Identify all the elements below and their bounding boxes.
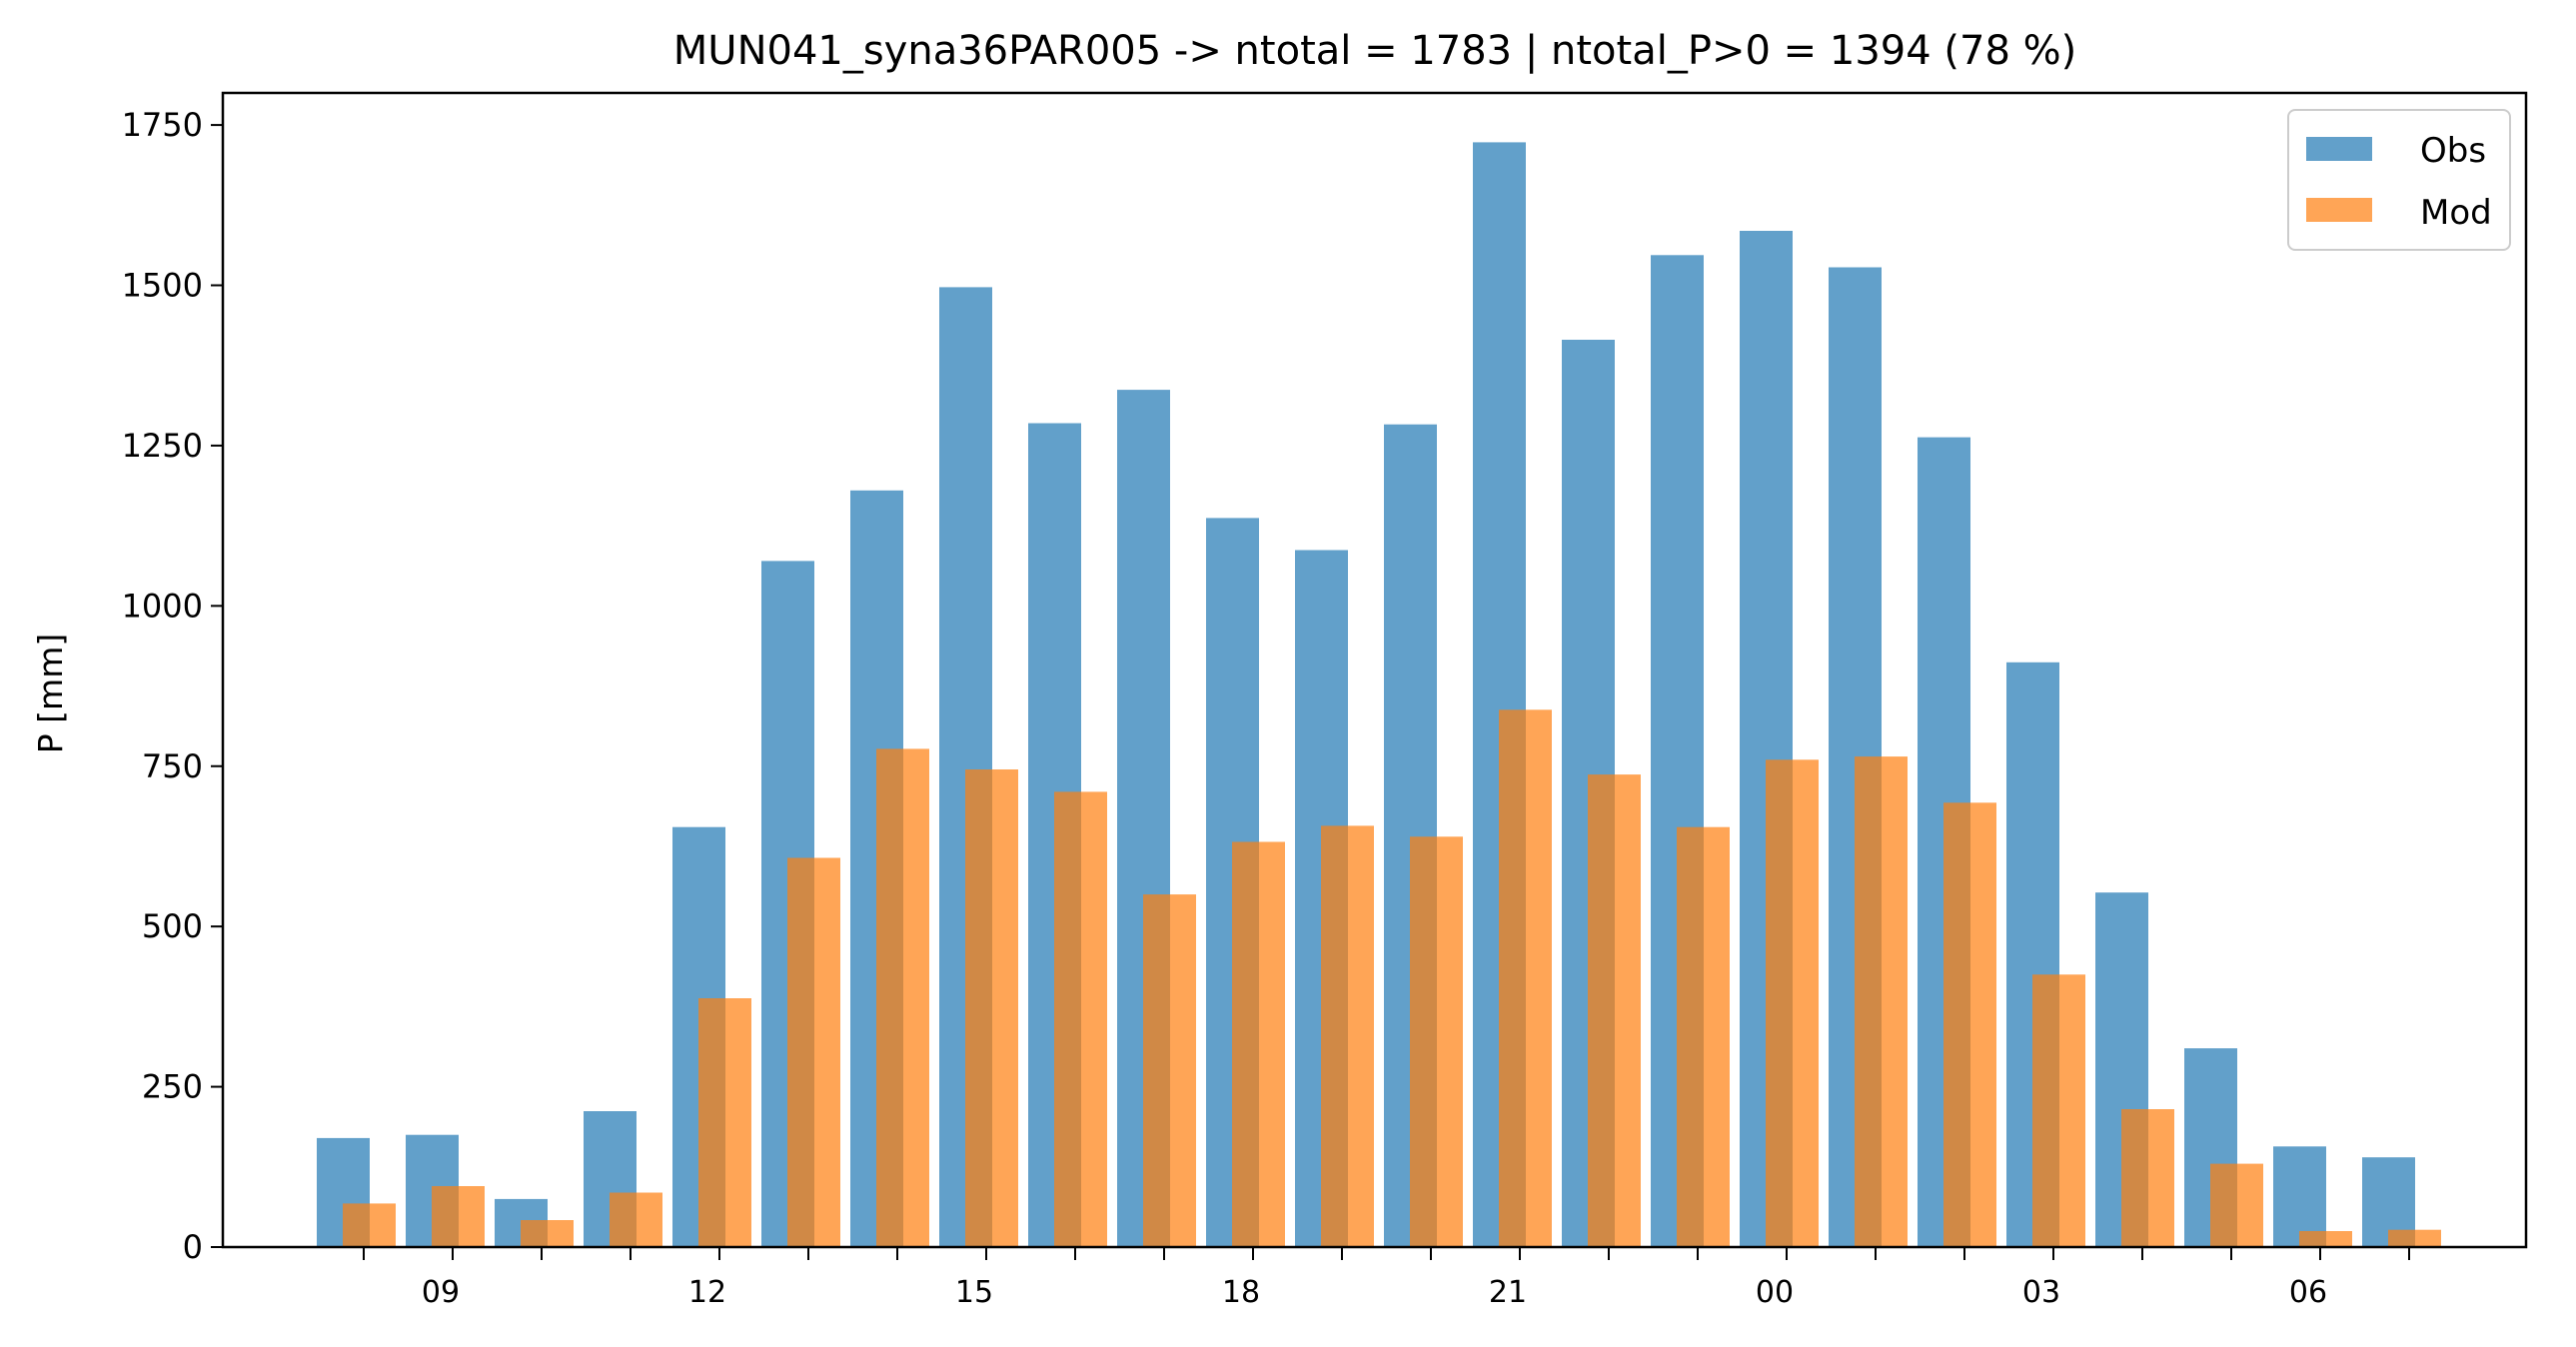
mod-bar-07 — [2388, 1229, 2441, 1247]
mod-bar-13 — [787, 857, 840, 1247]
mod-bar-05 — [2210, 1163, 2263, 1247]
y-tick-label: 500 — [142, 907, 203, 945]
y-tick-label: 0 — [183, 1228, 203, 1266]
x-tick-label: 12 — [688, 1275, 726, 1310]
mod-bar-23 — [1677, 826, 1730, 1247]
mod-bar-14 — [876, 748, 929, 1247]
mod-bar-01 — [1855, 756, 1908, 1247]
mod-series — [343, 709, 2441, 1247]
legend-swatch-obs — [2306, 137, 2372, 161]
mod-bar-22 — [1588, 774, 1641, 1247]
mod-bar-09 — [432, 1186, 485, 1247]
x-axis-ticks: 09 12 15 18 21 00 03 06 — [363, 1247, 2410, 1310]
y-axis-label: P [mm] — [31, 634, 70, 753]
x-tick-label: 06 — [2289, 1275, 2327, 1310]
x-tick-label: 18 — [1222, 1275, 1260, 1310]
mod-bar-20 — [1410, 836, 1463, 1247]
x-tick-label: 15 — [955, 1275, 993, 1310]
mod-bar-21 — [1499, 709, 1552, 1247]
mod-bar-11 — [610, 1192, 662, 1247]
y-tick-label: 250 — [142, 1068, 203, 1106]
mod-bar-15 — [965, 769, 1018, 1247]
x-tick-label: 09 — [422, 1275, 460, 1310]
mod-bar-03 — [2032, 974, 2085, 1247]
legend-label-obs: Obs — [2420, 131, 2486, 171]
x-tick-label: 03 — [2022, 1275, 2060, 1310]
x-tick-label: 21 — [1489, 1275, 1527, 1310]
chart-title: MUN041_syna36PAR005 -> ntotal = 1783 | n… — [673, 28, 2076, 74]
y-tick-label: 1000 — [122, 587, 203, 625]
legend-swatch-mod — [2306, 198, 2372, 222]
plot-frame — [221, 91, 2528, 1249]
mod-bar-18 — [1232, 841, 1285, 1247]
mod-bar-19 — [1321, 825, 1374, 1247]
mod-bar-04 — [2121, 1109, 2174, 1247]
y-axis-ticks: 0 250 500 750 1000 1250 1500 1750 — [122, 106, 223, 1266]
legend: Obs Mod — [2287, 109, 2511, 251]
mod-bar-02 — [1943, 802, 1996, 1247]
x-tick-label: 00 — [1756, 1275, 1794, 1310]
mod-bar-17 — [1143, 894, 1196, 1247]
y-tick-label: 1250 — [122, 427, 203, 465]
mod-bar-08 — [343, 1203, 396, 1247]
obs-bar-06 — [2273, 1146, 2326, 1247]
mod-bar-16 — [1054, 791, 1107, 1247]
y-tick-label: 1750 — [122, 106, 203, 144]
y-tick-label: 750 — [142, 747, 203, 785]
mod-bar-06 — [2299, 1231, 2352, 1247]
mod-bar-12 — [698, 998, 751, 1247]
mod-bar-10 — [521, 1220, 574, 1247]
legend-label-mod: Mod — [2420, 193, 2492, 233]
y-tick-label: 1500 — [122, 267, 203, 305]
mod-bar-00 — [1766, 759, 1819, 1247]
